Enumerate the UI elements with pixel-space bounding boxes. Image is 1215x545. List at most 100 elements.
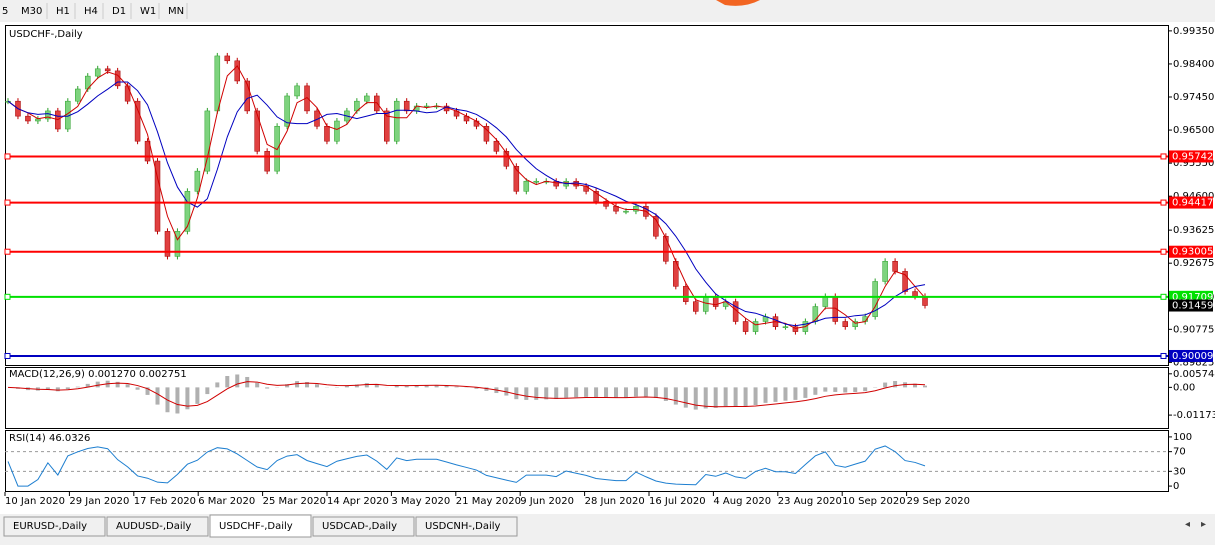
- macd-bar: [265, 387, 269, 388]
- level-label: 0.90009: [1172, 351, 1213, 362]
- level-handle: [5, 294, 10, 299]
- y-tick-label: 0.00: [1173, 382, 1195, 393]
- macd-bar: [524, 387, 528, 400]
- timeframe-button[interactable]: MN: [168, 6, 184, 17]
- candle: [843, 321, 848, 326]
- tab-label[interactable]: USDCNH-,Daily: [425, 521, 501, 532]
- macd-bar: [724, 387, 728, 406]
- candle: [474, 121, 479, 126]
- macd-bar: [195, 387, 199, 404]
- x-tick-label: 10 Sep 2020: [842, 496, 905, 507]
- timeframe-button[interactable]: D1: [112, 6, 126, 17]
- candle: [265, 151, 270, 171]
- tab-label[interactable]: USDCAD-,Daily: [322, 521, 397, 532]
- y-tick-label: 0.90775: [1173, 324, 1214, 335]
- macd-bar: [734, 387, 738, 406]
- timeframe-button[interactable]: H4: [84, 6, 98, 17]
- candle: [534, 181, 539, 182]
- macd-bar: [704, 387, 708, 408]
- timeframe-button[interactable]: 5: [2, 6, 8, 17]
- macd-bar: [674, 387, 678, 404]
- x-tick-label: 3 May 2020: [391, 496, 450, 507]
- macd-bar: [66, 387, 70, 389]
- candle: [324, 126, 329, 141]
- macd-bar: [744, 387, 748, 406]
- candle: [334, 121, 339, 141]
- y-tick-label: 0.99350: [1173, 26, 1214, 37]
- level-handle: [1161, 249, 1166, 254]
- candle: [195, 171, 200, 191]
- timeframe-button[interactable]: H1: [56, 6, 70, 17]
- candle: [225, 56, 230, 61]
- scroll-left[interactable]: ◂: [1185, 519, 1190, 530]
- candle: [633, 206, 638, 211]
- macd-bar: [594, 387, 598, 397]
- candle: [893, 261, 898, 271]
- timeframe-button[interactable]: M30: [21, 6, 42, 17]
- x-tick-label: 29 Jan 2020: [69, 496, 129, 507]
- x-tick-label: 6 Mar 2020: [198, 496, 255, 507]
- macd-bar: [883, 383, 887, 388]
- macd-bar: [126, 384, 130, 387]
- macd-bar: [76, 387, 80, 388]
- candle: [663, 236, 668, 261]
- macd-bar: [156, 387, 160, 404]
- rsi-label: RSI(14) 46.0326: [9, 433, 90, 444]
- macd-bar: [455, 387, 459, 388]
- candle: [215, 56, 220, 111]
- x-tick-label: 4 Aug 2020: [713, 496, 771, 507]
- timeframe-button[interactable]: W1: [140, 6, 156, 17]
- macd-bar: [813, 387, 817, 394]
- y-tick-label: 0.005744: [1173, 369, 1215, 380]
- macd-bar: [604, 387, 608, 397]
- macd-bar: [315, 384, 319, 387]
- y-tick-label: 100: [1173, 432, 1192, 443]
- level-handle: [5, 154, 10, 159]
- candle: [683, 286, 688, 301]
- y-tick-label: 0.92675: [1173, 258, 1214, 269]
- macd-bar: [395, 386, 399, 388]
- candle: [25, 116, 30, 121]
- macd-bar: [225, 376, 229, 387]
- macd-bar: [684, 387, 688, 407]
- macd-bar: [136, 387, 140, 389]
- candle: [823, 296, 828, 306]
- scroll-right[interactable]: ▸: [1201, 519, 1206, 530]
- candle: [783, 327, 788, 328]
- x-tick-label: 21 May 2020: [456, 496, 521, 507]
- candle: [75, 89, 80, 101]
- candle: [35, 119, 40, 121]
- macd-bar: [853, 387, 857, 392]
- tab-label[interactable]: EURUSD-,Daily: [13, 521, 87, 532]
- candle: [95, 69, 100, 76]
- macd-bar: [514, 387, 518, 399]
- tab-label[interactable]: AUDUSD-,Daily: [116, 521, 191, 532]
- macd-bar: [56, 387, 60, 391]
- macd-bar: [843, 387, 847, 392]
- candle: [394, 101, 399, 141]
- macd-bar: [823, 387, 827, 391]
- symbol-label: USDCHF-,Daily: [9, 29, 83, 40]
- x-tick-label: 16 Jul 2020: [649, 496, 706, 507]
- candle: [255, 111, 260, 151]
- level-handle: [5, 353, 10, 358]
- macd-bar: [554, 387, 558, 399]
- macd-bar: [574, 387, 578, 397]
- y-tick-label: 0.96500: [1173, 125, 1214, 136]
- macd-bar: [803, 387, 807, 398]
- tab-label[interactable]: USDCHF-,Daily: [219, 521, 293, 532]
- candle: [524, 181, 529, 191]
- level-handle: [1161, 294, 1166, 299]
- candle: [364, 96, 369, 101]
- macd-bar: [235, 374, 239, 387]
- level-label: 0.95742: [1172, 151, 1213, 162]
- macd-bar: [694, 387, 698, 409]
- candle: [295, 86, 300, 96]
- macd-bar: [205, 387, 209, 394]
- macd-bar: [96, 382, 100, 388]
- macd-bar: [833, 387, 837, 392]
- level-label: 0.94417: [1172, 198, 1213, 209]
- candle: [125, 86, 130, 101]
- candle: [913, 292, 918, 297]
